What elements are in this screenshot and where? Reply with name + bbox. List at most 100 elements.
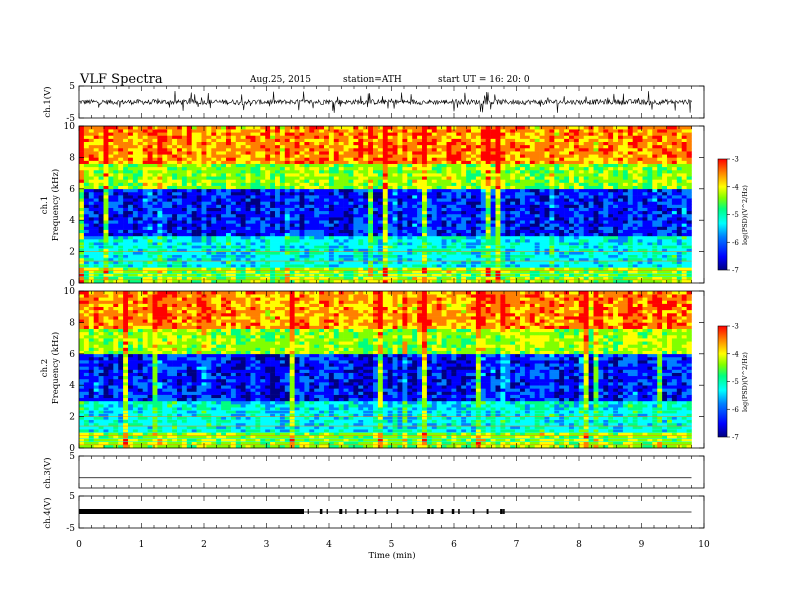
ch1-spectrogram-cell (505, 230, 510, 233)
ch1-spectrogram-cell (422, 183, 427, 186)
ch1-spectrogram-cell (295, 179, 300, 182)
ch1-spectrogram-cell (608, 201, 613, 204)
ch1-spectrogram-cell (623, 167, 628, 170)
ch1-spectrogram-cell (559, 239, 564, 242)
ch1-spectrogram-cell (535, 198, 540, 201)
ch1-spectrogram-cell (432, 198, 437, 201)
ch1-spectrogram-cell (143, 189, 148, 192)
ch1-spectrogram-cell (349, 208, 354, 211)
ch1-spectrogram-cell (275, 201, 280, 204)
ch1-spectrogram-cell (383, 192, 388, 195)
ch1-spectrogram-cell (329, 233, 334, 236)
ch1-spectrogram-cell (251, 211, 256, 214)
ch1-spectrogram-cell (353, 233, 358, 236)
ch1-spectrogram-cell (520, 226, 525, 229)
ch1-spectrogram-cell (574, 236, 579, 239)
ch1-spectrogram-cell (451, 214, 456, 217)
ch1-spectrogram-cell (628, 226, 633, 229)
ch1-spectrogram-cell (584, 186, 589, 189)
ch1-spectrogram-cell (657, 161, 662, 164)
ch1-spectrogram-cell (388, 201, 393, 204)
ch1-spectrogram-cell (510, 195, 515, 198)
ch1-spectrogram-cell (432, 179, 437, 182)
ch1-spectrogram-cell (172, 201, 177, 204)
ch1-spectrogram-cell (682, 239, 687, 242)
ch1-spectrogram-cell (172, 170, 177, 173)
ch1-spectrogram-cell (285, 198, 290, 201)
ch1-spectrogram-cell (598, 226, 603, 229)
ch1-spectrogram-cell (157, 167, 162, 170)
ch1-spectrogram-cell (182, 208, 187, 211)
ch1-spectrogram-cell (540, 236, 545, 239)
ch1-spectrogram-cell (197, 233, 202, 236)
ch1-spectrogram-cell (643, 233, 648, 236)
ch1-spectrogram-cell (545, 176, 550, 179)
ch1-spectrogram-cell (500, 192, 505, 195)
ch1-spectrogram-cell (549, 189, 554, 192)
ch1-spectrogram-cell (667, 198, 672, 201)
ch1-spectrogram-cell (687, 195, 692, 198)
ch1-spectrogram-cell (94, 230, 99, 233)
ch1-spectrogram-cell (373, 192, 378, 195)
ch1-spectrogram-cell (275, 239, 280, 242)
ch1-spectrogram-cell (657, 201, 662, 204)
ch1-spectrogram-cell (138, 167, 143, 170)
ch1-spectrogram-cell (402, 208, 407, 211)
ch1-spectrogram-cell (260, 214, 265, 217)
ch1-spectrogram-cell (339, 176, 344, 179)
ch1-spectrogram-cell (383, 239, 388, 242)
ch1-spectrogram-cell (633, 167, 638, 170)
ch1-spectrogram-cell (407, 208, 412, 211)
ch1-spectrogram-cell (618, 198, 623, 201)
ch1-spectrogram-cell (476, 226, 481, 229)
ch1-spectrogram-cell (79, 170, 84, 173)
ch1-spectrogram-cell (633, 201, 638, 204)
ch1-spectrogram-cell (148, 161, 153, 164)
ch1-spectrogram-cell (246, 226, 251, 229)
ch1-spectrogram-cell (628, 233, 633, 236)
ch1-spectrogram-cell (300, 233, 305, 236)
ch1-spectrogram-cell (682, 236, 687, 239)
ch1-spectrogram-cell (353, 208, 358, 211)
ch1-spectrogram-cell (584, 239, 589, 242)
ch1-spectrogram-cell (162, 239, 167, 242)
ch1-spectrogram-cell (275, 161, 280, 164)
ch1-spectrogram-cell (687, 173, 692, 176)
ch1-spectrogram-cell (118, 230, 123, 233)
ch1-spectrogram-cell (304, 201, 309, 204)
ch1-spectrogram-cell (280, 201, 285, 204)
ch1-spectrogram-cell (647, 161, 652, 164)
ch1-spectrogram-cell (525, 170, 530, 173)
ch1-spectrogram-cell (349, 211, 354, 214)
ch1-spectrogram-cell (202, 239, 207, 242)
ch1-spectrogram-cell (417, 211, 422, 214)
date-label: Aug.25, 2015 (249, 75, 311, 85)
ch1-spectrogram-cell (535, 170, 540, 173)
ch1-spectrogram-cell (300, 167, 305, 170)
ch1-spectrogram-cell (672, 192, 677, 195)
ch1-spectrogram-cell (447, 201, 452, 204)
ch1-spectrogram-cell (486, 192, 491, 195)
ch1-spectrogram-cell (285, 170, 290, 173)
ch1-spectrogram-cell (216, 201, 221, 204)
ch1-spectrogram-cell (197, 176, 202, 179)
ch1-spectrogram-cell (530, 198, 535, 201)
ch1-spectrogram-cell (339, 223, 344, 226)
ch1-spectrogram-cell (349, 226, 354, 229)
ch1-spectrogram-cell (623, 161, 628, 164)
ch1-spectrogram-cell (647, 189, 652, 192)
ch1-spectrogram-cell (545, 186, 550, 189)
ch1-spectrogram-cell (417, 198, 422, 201)
ch1-spectrogram-cell (167, 183, 172, 186)
ch1-spectrogram-cell (466, 217, 471, 220)
ch1-spectrogram-cell (148, 201, 153, 204)
ch1-spectrogram-cell (461, 164, 466, 167)
ch1-spectrogram-cell (206, 195, 211, 198)
ch1-spectrogram-cell (260, 183, 265, 186)
ch1-spectrogram-cell (153, 220, 158, 223)
ch1-spectrogram-cell (128, 161, 133, 164)
ch1-spectrogram-cell (393, 208, 398, 211)
ch1-spectrogram-cell (177, 201, 182, 204)
ch1-spectrogram-cell (349, 183, 354, 186)
ch1-spectrogram-cell (143, 233, 148, 236)
